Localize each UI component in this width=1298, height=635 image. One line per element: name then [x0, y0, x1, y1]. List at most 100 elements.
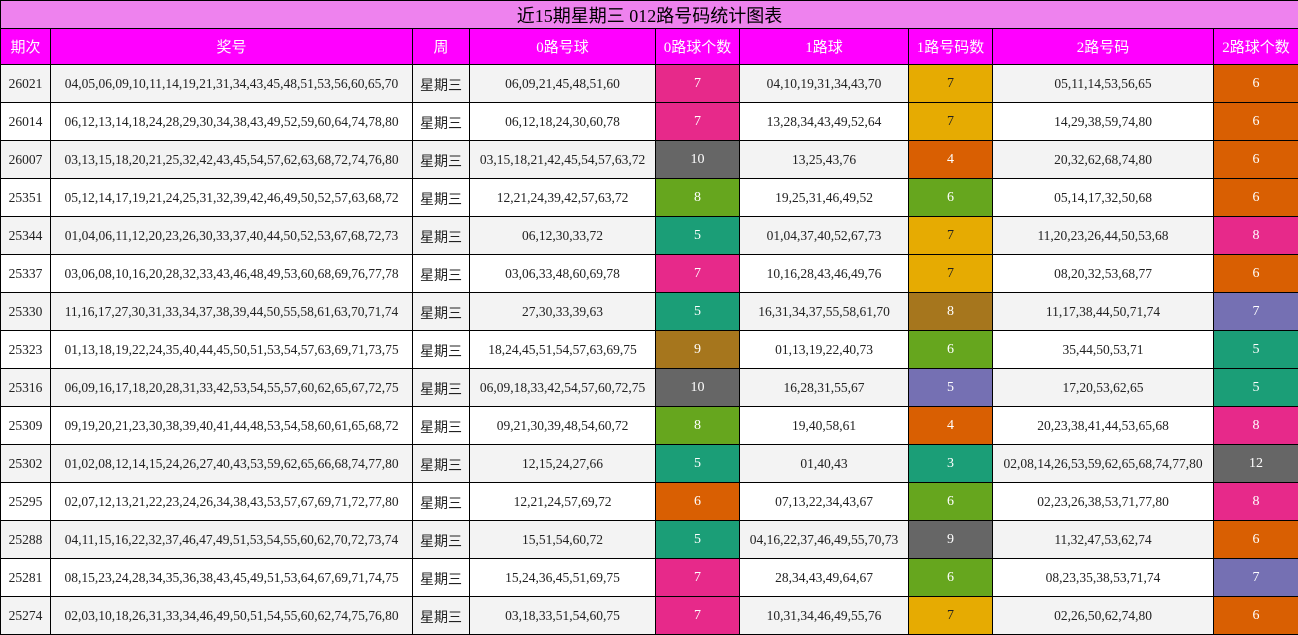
route2-count-cell: 8 [1214, 407, 1298, 445]
route1-balls-cell: 19,40,58,61 [740, 407, 909, 445]
issue-cell: 25351 [1, 179, 51, 217]
route1-balls-cell: 01,40,43 [740, 445, 909, 483]
header-route1-count: 1路号码数 [909, 29, 993, 65]
route1-balls-cell: 04,10,19,31,34,43,70 [740, 65, 909, 103]
week-cell: 星期三 [413, 293, 470, 331]
route1-count-cell: 6 [909, 483, 993, 521]
issue-cell: 25344 [1, 217, 51, 255]
route0-count-cell: 10 [656, 141, 740, 179]
route2-count-cell: 5 [1214, 331, 1298, 369]
route2-count-cell: 6 [1214, 597, 1298, 635]
route2-count-cell: 7 [1214, 293, 1298, 331]
route2-balls-cell: 08,20,32,53,68,77 [993, 255, 1214, 293]
issue-cell: 25330 [1, 293, 51, 331]
issue-cell: 26014 [1, 103, 51, 141]
issue-cell: 26007 [1, 141, 51, 179]
route2-balls-cell: 20,23,38,41,44,53,65,68 [993, 407, 1214, 445]
header-issue: 期次 [1, 29, 51, 65]
route0-count-cell: 5 [656, 217, 740, 255]
route1-balls-cell: 10,16,28,43,46,49,76 [740, 255, 909, 293]
route2-count-cell: 8 [1214, 217, 1298, 255]
route0-balls-cell: 03,06,33,48,60,69,78 [470, 255, 656, 293]
numbers-cell: 06,12,13,14,18,24,28,29,30,34,38,43,49,5… [51, 103, 413, 141]
route1-count-cell: 7 [909, 217, 993, 255]
header-numbers: 奖号 [51, 29, 413, 65]
route2-count-cell: 6 [1214, 141, 1298, 179]
route1-balls-cell: 16,28,31,55,67 [740, 369, 909, 407]
route0-count-cell: 7 [656, 65, 740, 103]
route0-count-cell: 5 [656, 445, 740, 483]
route2-balls-cell: 05,11,14,53,56,65 [993, 65, 1214, 103]
week-cell: 星期三 [413, 103, 470, 141]
route1-count-cell: 7 [909, 103, 993, 141]
route1-count-cell: 8 [909, 293, 993, 331]
route2-balls-cell: 17,20,53,62,65 [993, 369, 1214, 407]
header-route0-balls: 0路号球 [470, 29, 656, 65]
header-route0-count: 0路球个数 [656, 29, 740, 65]
numbers-cell: 11,16,17,27,30,31,33,34,37,38,39,44,50,5… [51, 293, 413, 331]
route2-count-cell: 12 [1214, 445, 1298, 483]
route0-balls-cell: 18,24,45,51,54,57,63,69,75 [470, 331, 656, 369]
route0-balls-cell: 12,21,24,57,69,72 [470, 483, 656, 521]
route1-balls-cell: 16,31,34,37,55,58,61,70 [740, 293, 909, 331]
numbers-cell: 04,11,15,16,22,32,37,46,47,49,51,53,54,5… [51, 521, 413, 559]
route0-balls-cell: 03,15,18,21,42,45,54,57,63,72 [470, 141, 656, 179]
header-week: 周 [413, 29, 470, 65]
route2-balls-cell: 35,44,50,53,71 [993, 331, 1214, 369]
route0-balls-cell: 15,51,54,60,72 [470, 521, 656, 559]
week-cell: 星期三 [413, 179, 470, 217]
route0-count-cell: 5 [656, 293, 740, 331]
route1-balls-cell: 01,04,37,40,52,67,73 [740, 217, 909, 255]
route1-balls-cell: 13,28,34,43,49,52,64 [740, 103, 909, 141]
route2-balls-cell: 02,08,14,26,53,59,62,65,68,74,77,80 [993, 445, 1214, 483]
route2-balls-cell: 11,20,23,26,44,50,53,68 [993, 217, 1214, 255]
route1-balls-cell: 01,13,19,22,40,73 [740, 331, 909, 369]
week-cell: 星期三 [413, 483, 470, 521]
issue-cell: 25295 [1, 483, 51, 521]
numbers-cell: 01,04,06,11,12,20,23,26,30,33,37,40,44,5… [51, 217, 413, 255]
issue-cell: 25323 [1, 331, 51, 369]
week-cell: 星期三 [413, 597, 470, 635]
route0-count-cell: 6 [656, 483, 740, 521]
route1-count-cell: 4 [909, 407, 993, 445]
route2-count-cell: 6 [1214, 255, 1298, 293]
route1-count-cell: 7 [909, 65, 993, 103]
route1-count-cell: 4 [909, 141, 993, 179]
numbers-cell: 04,05,06,09,10,11,14,19,21,31,34,43,45,4… [51, 65, 413, 103]
route0-count-cell: 10 [656, 369, 740, 407]
route1-balls-cell: 10,31,34,46,49,55,76 [740, 597, 909, 635]
route2-balls-cell: 20,32,62,68,74,80 [993, 141, 1214, 179]
route1-count-cell: 7 [909, 597, 993, 635]
route0-balls-cell: 06,09,21,45,48,51,60 [470, 65, 656, 103]
route1-count-cell: 3 [909, 445, 993, 483]
issue-cell: 25274 [1, 597, 51, 635]
week-cell: 星期三 [413, 369, 470, 407]
route0-count-cell: 7 [656, 103, 740, 141]
numbers-cell: 06,09,16,17,18,20,28,31,33,42,53,54,55,5… [51, 369, 413, 407]
route0-balls-cell: 09,21,30,39,48,54,60,72 [470, 407, 656, 445]
route2-count-cell: 6 [1214, 521, 1298, 559]
week-cell: 星期三 [413, 445, 470, 483]
numbers-cell: 02,07,12,13,21,22,23,24,26,34,38,43,53,5… [51, 483, 413, 521]
route0-count-cell: 9 [656, 331, 740, 369]
route1-count-cell: 6 [909, 331, 993, 369]
route2-count-cell: 5 [1214, 369, 1298, 407]
route2-count-cell: 6 [1214, 179, 1298, 217]
week-cell: 星期三 [413, 65, 470, 103]
route0-balls-cell: 12,21,24,39,42,57,63,72 [470, 179, 656, 217]
route0-count-cell: 5 [656, 521, 740, 559]
week-cell: 星期三 [413, 141, 470, 179]
route0-balls-cell: 06,12,30,33,72 [470, 217, 656, 255]
route2-balls-cell: 05,14,17,32,50,68 [993, 179, 1214, 217]
